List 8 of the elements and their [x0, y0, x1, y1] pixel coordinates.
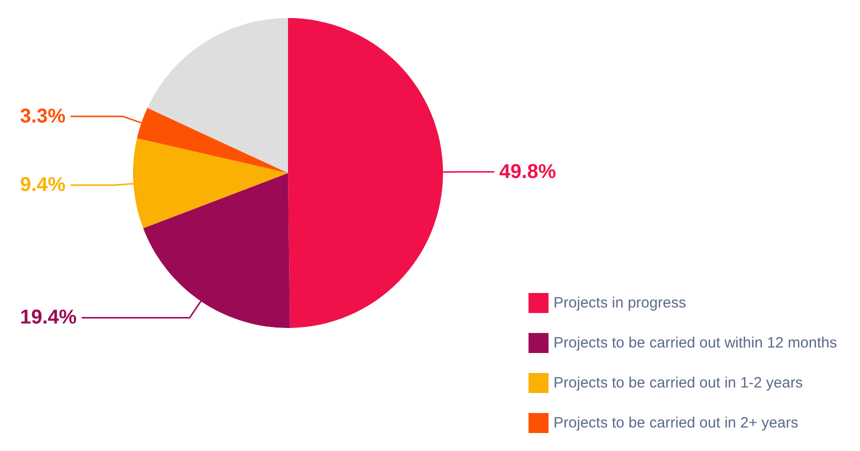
data-label: 49.8% — [499, 160, 556, 183]
legend-label: Projects to be carried out in 1-2 years — [554, 374, 803, 392]
data-label: 19.4% — [20, 306, 77, 329]
data-label: 9.4% — [20, 174, 66, 196]
data-label: 3.3% — [20, 105, 66, 128]
legend-label: Projects to be carried out within 12 months — [554, 334, 838, 352]
legend-label: Projects to be carried out in 2+ years — [554, 414, 798, 432]
legend-label: Projects in progress — [554, 294, 686, 312]
